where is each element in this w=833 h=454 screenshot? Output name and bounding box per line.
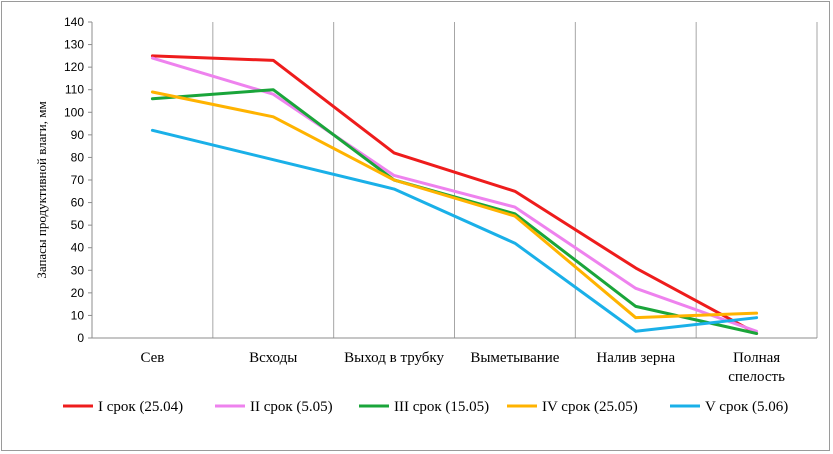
y-tick-label: 60	[71, 196, 85, 210]
legend-label: IV срок (25.05)	[542, 399, 638, 415]
x-category-label: Налив зерна	[596, 350, 675, 366]
y-tick-label: 10	[71, 308, 85, 322]
y-tick-labels: 0 10 20 30 40 50 60 70 80 90 100 110 120 130 140	[64, 15, 84, 345]
x-category-label: Выметывание	[470, 350, 559, 366]
grid-lines	[212, 22, 818, 338]
y-tick-label: 0	[77, 331, 84, 345]
y-axis-label: Запасы продуктивной влаги, мм	[34, 101, 49, 278]
y-tick-label: 140	[64, 15, 84, 29]
series-line	[150, 90, 759, 320]
legend-label: II срок (5.05)	[250, 399, 333, 415]
legend-label: III срок (15.05)	[394, 399, 489, 415]
y-tick-label: 30	[71, 263, 85, 277]
legend-label: I срок (25.04)	[98, 399, 183, 415]
series-line	[150, 56, 759, 333]
y-tick-label: 110	[65, 83, 84, 97]
x-category-labels: Сев Всходы Выход в трубку Выметывание Налив …	[140, 350, 785, 385]
x-category-label: Выход в трубку	[344, 350, 444, 366]
y-tick-label: 50	[71, 218, 85, 232]
y-tick-label: 100	[64, 105, 84, 119]
legend-label: V срок (5.06)	[705, 399, 788, 415]
y-tick-label: 120	[64, 60, 84, 74]
series-line	[150, 128, 759, 333]
axes	[88, 21, 817, 339]
x-category-label: Полная спелость	[728, 350, 785, 385]
y-tick-label: 70	[71, 173, 85, 187]
y-tick-label: 90	[71, 128, 85, 142]
y-tick-label: 20	[71, 286, 85, 300]
y-tick-label: 40	[71, 241, 85, 255]
y-tick-label: 80	[71, 150, 85, 164]
x-category-label: Сев	[140, 350, 164, 366]
x-category-label: Всходы	[249, 350, 297, 366]
legend: I срок (25.04) II срок (5.05) III срок (15…	[63, 399, 788, 415]
series-line	[150, 54, 759, 335]
y-tick-label: 130	[64, 38, 84, 52]
series-lines	[150, 54, 759, 335]
